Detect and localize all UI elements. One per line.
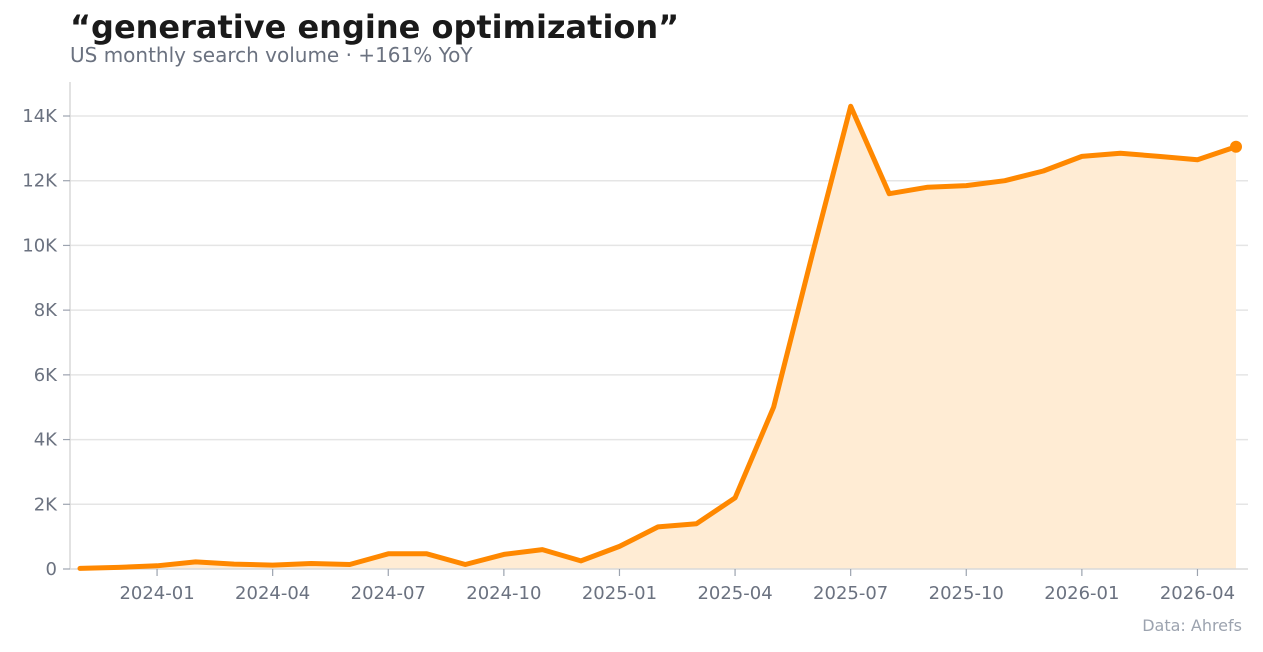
x-tick-label: 2026-01 <box>1044 583 1119 604</box>
y-tick-label: 12K <box>22 171 58 192</box>
chart-subtitle: US monthly search volume · +161% YoY <box>70 43 473 67</box>
x-tick-label: 2024-01 <box>119 583 194 604</box>
area-fill <box>80 106 1236 570</box>
y-tick-label: 0 <box>46 559 57 580</box>
last-point-marker <box>1230 140 1242 153</box>
x-tick-label: 2024-07 <box>351 583 426 604</box>
y-tick-label: 8K <box>34 300 58 321</box>
x-tick-label: 2025-04 <box>697 583 772 604</box>
x-axis-ticks: 2024-01 2024-04 2024-07 2024-10 2025-01 2025-… <box>119 569 1235 604</box>
x-tick-label: 2026-04 <box>1160 583 1235 604</box>
x-tick-label: 2025-01 <box>582 583 657 604</box>
y-tick-label: 6K <box>34 365 58 386</box>
y-tick-label: 2K <box>34 494 58 515</box>
y-tick-label: 4K <box>34 430 58 451</box>
y-axis-ticks: 0 2K 4K 6K 8K 10K 12K 14K <box>22 106 70 580</box>
x-tick-label: 2024-04 <box>235 583 310 604</box>
x-tick-label: 2025-10 <box>929 583 1004 604</box>
x-tick-label: 2025-07 <box>813 583 888 604</box>
x-tick-label: 2024-10 <box>466 583 541 604</box>
source-note: Data: Ahrefs <box>1142 616 1242 635</box>
y-tick-label: 14K <box>22 106 58 127</box>
series-line <box>77 103 1239 571</box>
chart-title: “generative engine optimization” <box>70 8 680 46</box>
y-tick-label: 10K <box>22 235 58 256</box>
